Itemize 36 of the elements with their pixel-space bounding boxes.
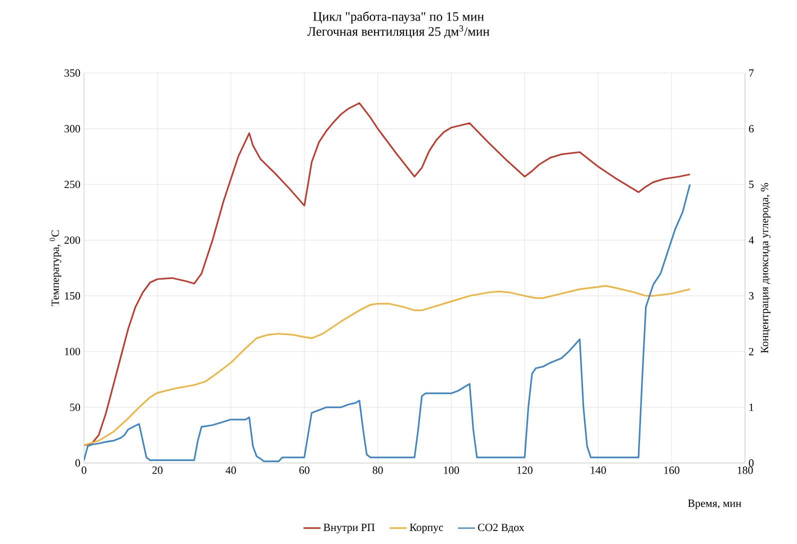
x-axis-title: Время, мин [688,500,742,510]
y-tick-label: 350 [64,69,80,77]
y-tick-label: 250 [64,180,80,188]
x-tick-label: 80 [372,466,383,474]
y2-tick-label: 7 [749,69,754,77]
line-series [84,285,691,446]
y2-tick-label: 3 [749,292,754,300]
y2-tick-label: 0 [748,459,754,467]
x-tick-label: 160 [664,466,680,474]
y2-tick-label: 2 [749,348,754,356]
y-tick-label: 150 [65,292,80,300]
x-tick-label: 0 [82,466,86,474]
legend-label: CO2 Вдох [478,524,524,534]
x-tick-label: 20 [152,466,163,474]
legend-label: Внутри РП [324,524,375,534]
y-tick-label: 50 [70,404,80,411]
x-tick-label: 100 [444,466,460,474]
x-tick-label: 140 [590,466,606,474]
chart-subtitle: Легочная вентиляция 25 дм$^{3}$/мин [307,25,490,38]
x-tick-label: 180 [738,466,753,474]
x-tick-label: 40 [226,466,236,474]
y-tick-label: 300 [64,125,80,132]
x-tick-label: 120 [517,466,532,474]
y2-tick-label: 6 [749,125,754,132]
x-tick-label: 60 [299,466,310,474]
y2-tick-label: 5 [749,180,754,188]
y-axis-title: Температура, $^{0}$C [50,230,62,306]
y-tick-label: 200 [64,236,80,244]
y2-axis-title: Концентрация диоксида углерода, % [760,182,770,354]
y-tick-label: 0 [75,459,80,467]
line-series [84,102,691,446]
y-tick-label: 100 [65,348,80,356]
y2-tick-label: 4 [748,236,754,244]
chart-title: Цикл "работа-пауза" по 15 мин [313,12,484,24]
legend-label: Корпус [410,524,444,534]
y2-tick-label: 1 [750,404,754,411]
